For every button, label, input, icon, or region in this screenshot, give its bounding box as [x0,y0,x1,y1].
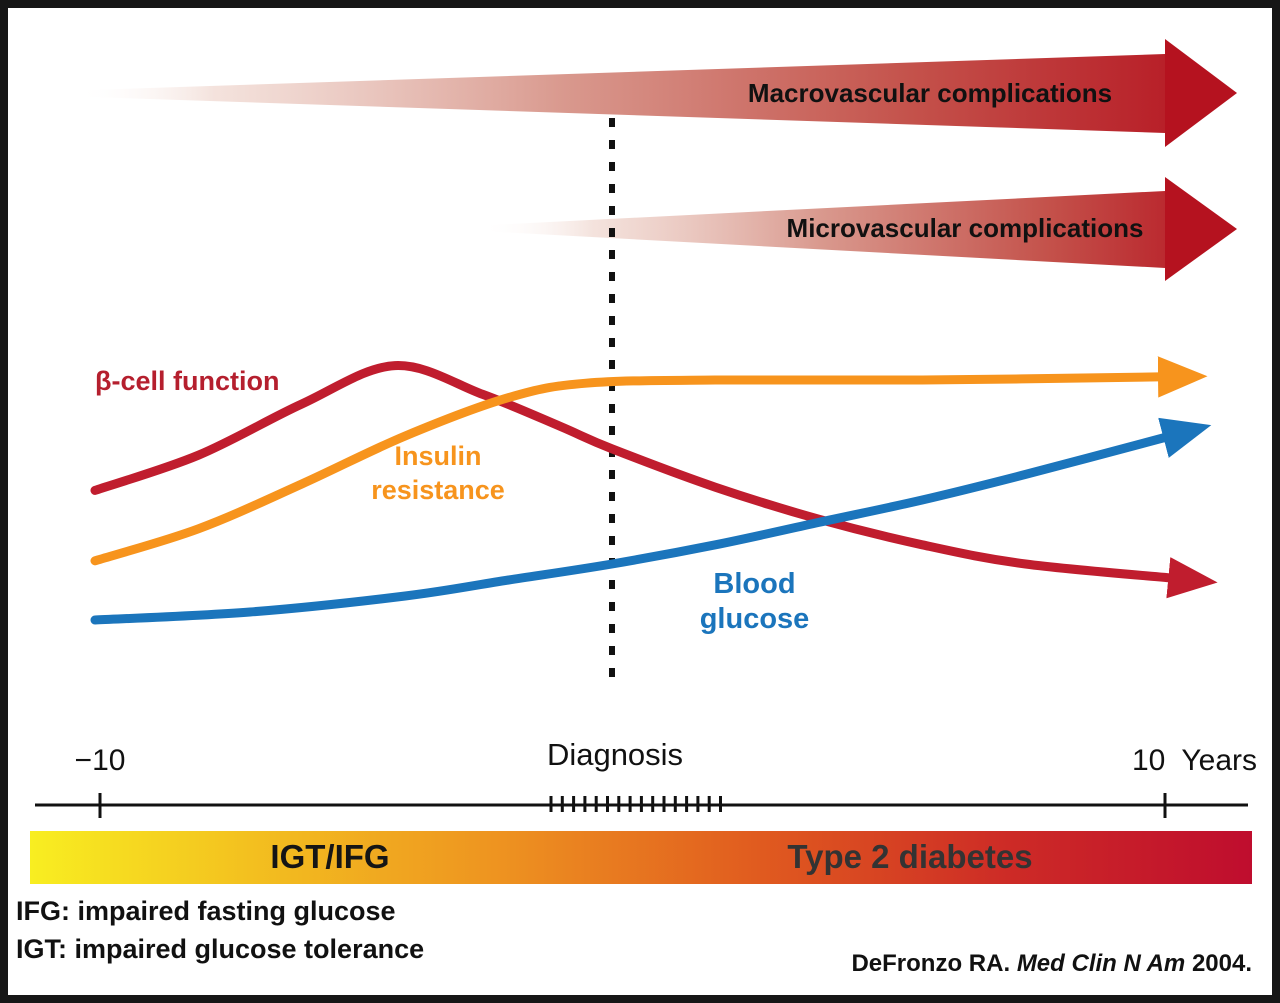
curve-blood-glucose [90,417,1212,625]
blood-glucose-label: Blood glucose [699,568,810,635]
axis-label-years: Years [1181,744,1257,777]
curve--cell-function [90,361,1218,599]
abbreviation-notes: IFG: impaired fasting glucose IGT: impai… [16,896,424,972]
citation-year: 2004. [1191,950,1252,977]
diagnosis-hatch-ticks [549,796,722,812]
microvascular-label: Microvascular complications [786,213,1144,243]
insulin-resistance-label: Insulin resistance [371,441,505,505]
stage-label-type-2-diabetes: Type 2 diabetes [787,838,1033,875]
beta-cell-function-label: β-cell function [95,366,280,396]
note-igt: IGT: impaired glucose tolerance [16,934,425,964]
axis-label-diagnosis: Diagnosis [546,737,684,772]
time-axis [35,793,1248,818]
macrovascular-arrow [75,39,1237,147]
citation-journal: Med Clin N Am [1016,950,1186,977]
curve-insulin-resistance [90,356,1208,566]
microvascular-arrow [480,177,1237,281]
note-ifg: IFG: impaired fasting glucose [16,896,396,926]
axis-label-10-years: 10 Years [1132,744,1257,778]
axis-label-minus-10: −10 [74,744,126,777]
stage-label-igt-ifg: IGT/IFG [270,838,390,875]
citation-author: DeFronzo RA. [851,950,1011,977]
macrovascular-label: Macrovascular complications [747,78,1113,108]
axis-label-10: 10 [1132,744,1166,777]
curves-layer [90,356,1218,625]
disease-stage-bar: IGT/IFG Type 2 diabetes [30,831,1252,884]
citation: DeFronzo RA. Med Clin N Am 2004. [851,950,1252,978]
